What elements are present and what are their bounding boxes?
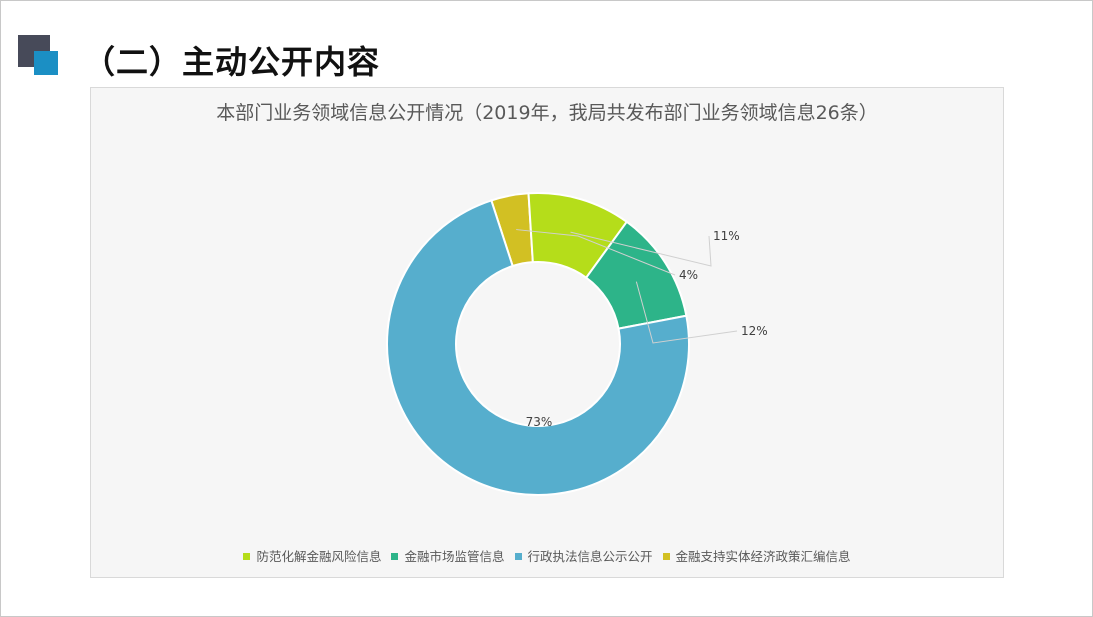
legend-swatch-2 [514,553,522,560]
legend-swatch-0 [243,553,251,560]
data-label-3: 4% [679,268,698,282]
chart-title: 本部门业务领域信息公开情况（2019年，我局共发布部门业务领域信息26条） [216,102,878,124]
page-title: （二）主动公开内容 [83,43,381,81]
donut-chart: 4% 11% 12% 73% [386,192,768,496]
legend-label-0: 防范化解金融风险信息 [256,549,382,564]
legend-item-1: 金融市场监管信息 [391,546,505,565]
pie-slice-2 [386,199,690,496]
legend-item-3: 金融支持实体经济政策汇编信息 [662,546,851,565]
data-label-1: 12% [741,324,768,338]
chart-panel: 本部门业务领域信息公开情况（2019年，我局共发布部门业务领域信息26条） 4%… [90,87,1004,578]
legend-label-1: 金融市场监管信息 [404,549,505,564]
data-label-2: 73% [526,415,553,429]
leader-line-3 [516,229,676,276]
chart-legend: 防范化解金融风险信息 金融市场监管信息 行政执法信息公示公开 金融支持实体经济政策汇编… [91,546,1003,565]
leader-line-1 [635,281,738,344]
legend-item-2: 行政执法信息公示公开 [514,546,653,565]
legend-swatch-1 [391,553,399,560]
data-label-0: 11% [713,229,740,243]
legend-label-3: 金融支持实体经济政策汇编信息 [675,549,851,564]
legend-label-2: 行政执法信息公示公开 [527,549,653,564]
title-decoration-blue-square [34,51,58,75]
legend-item-0: 防范化解金融风险信息 [243,546,381,565]
leader-line-0 [570,231,712,267]
legend-swatch-3 [662,553,670,560]
